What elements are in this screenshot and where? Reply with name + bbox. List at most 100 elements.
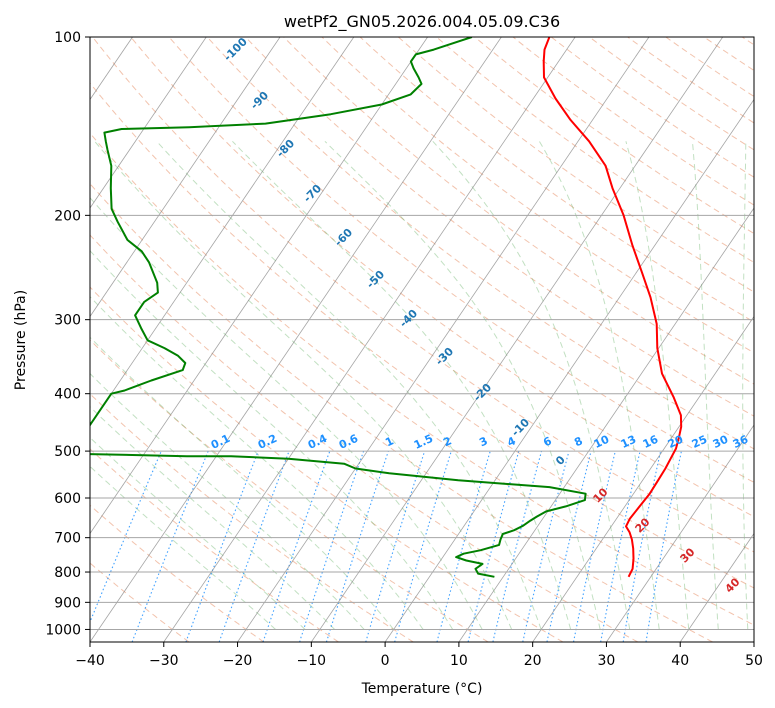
mixing-ratio-line (600, 450, 641, 642)
background-lines (90, 37, 754, 642)
mixing-ratio-label: 20 (666, 433, 686, 451)
isotherm-line (163, 37, 576, 642)
x-tick-label: −30 (149, 653, 179, 669)
mixing-ratio-label: 0.1 (209, 432, 232, 452)
mixing-ratio-line (622, 450, 662, 642)
isotherm-line (458, 207, 754, 642)
moist-adiabat-line (232, 140, 572, 630)
dry-adiabat-label: 0 (553, 453, 568, 468)
mixing-ratio-label: 2 (441, 434, 453, 449)
y-tick-label: 700 (54, 531, 81, 547)
dry-adiabat-label: -90 (248, 89, 271, 112)
isotherm-line (606, 424, 754, 642)
y-tick-label: 900 (54, 595, 81, 611)
moist-adiabat-line (90, 336, 394, 630)
moist-adiabat-label: 10 (591, 485, 611, 505)
dry-adiabat-line (90, 504, 265, 642)
data-series (90, 37, 683, 578)
isotherm-line (90, 37, 428, 535)
mixing-ratio-line (185, 450, 259, 642)
mixing-ratio-label: 0.2 (256, 432, 279, 452)
moist-adiabat-line (625, 141, 690, 630)
mixing-ratio-line (436, 450, 491, 642)
moist-adiabat-line (538, 141, 660, 630)
isotherm-line (384, 98, 754, 642)
isotherm-line (311, 37, 724, 642)
dry-adiabat-line (359, 37, 754, 323)
x-tick-label: 40 (671, 653, 689, 669)
x-axis-ticks: −40 −30 −20 −10 0 10 20 30 40 50 (75, 642, 763, 669)
x-tick-label: 0 (381, 653, 390, 669)
dry-adiabat-line (90, 82, 754, 589)
y-tick-label: 400 (54, 387, 81, 403)
moist-adiabat-line (90, 436, 306, 630)
mixing-ratio-label: 13 (619, 433, 638, 451)
dewpoint-series-line (90, 37, 587, 578)
mixing-ratio-line (572, 450, 616, 642)
x-tick-label: −20 (223, 653, 253, 669)
y-tick-label: 200 (54, 208, 81, 224)
x-tick-label: 50 (745, 653, 763, 669)
x-axis-label: Temperature (°C) (361, 681, 483, 697)
y-tick-label: 500 (54, 444, 81, 460)
dry-adiabat-line (321, 37, 754, 354)
dry-adiabat-line (90, 234, 639, 642)
moist-adiabat-line (90, 250, 454, 630)
mixing-ratio-line (218, 450, 290, 642)
dry-adiabat-line (283, 37, 754, 385)
dry-adiabat-line (90, 286, 564, 642)
dry-adiabat-label: -70 (301, 182, 324, 205)
dry-adiabat-label: -50 (364, 268, 387, 291)
isotherm-line (90, 37, 207, 209)
moist-adiabat-line (90, 295, 424, 630)
moist-adiabat-line (90, 406, 335, 630)
y-tick-label: 100 (54, 30, 81, 46)
dry-adiabat-line (90, 132, 754, 626)
mixing-ratio-line (546, 450, 592, 642)
mixing-ratio-label: 25 (690, 433, 709, 451)
x-tick-label: 10 (450, 653, 468, 669)
y-tick-label: 1000 (45, 622, 81, 638)
isotherm-line (90, 37, 281, 318)
mixing-ratio-label: 30 (711, 433, 731, 451)
x-tick-label: 20 (524, 653, 542, 669)
dry-adiabat-line (512, 37, 754, 206)
isotherm-line (90, 37, 502, 642)
mixing-ratio-label: 16 (641, 433, 661, 451)
mixing-ratio-line (365, 450, 426, 642)
plot-area: -100-90-80-70-60-50-40-30-20-10010203040… (90, 37, 754, 642)
mixing-ratio-line (325, 450, 389, 642)
x-tick-label: −10 (297, 653, 327, 669)
dry-adiabat-line (741, 37, 754, 46)
moist-adiabat-line (324, 140, 601, 630)
dry-adiabat-label: -80 (274, 137, 297, 160)
mixing-ratio-label: 3 (477, 434, 489, 449)
moist-adiabat-line (691, 141, 719, 630)
moist-adiabat-line (90, 372, 365, 630)
mixing-ratio-label: 6 (541, 434, 554, 449)
mixing-ratio-label: 36 (731, 433, 751, 451)
isotherm-line (753, 641, 754, 642)
mixing-ratio-label: 0.4 (306, 432, 329, 452)
mixing-ratio-line (131, 450, 209, 642)
x-tick-label: 30 (598, 653, 616, 669)
plot-frame (89, 36, 755, 643)
moist-adiabat-line (90, 197, 483, 630)
dry-adiabat-line (90, 393, 414, 642)
dry-adiabat-line (130, 37, 754, 518)
mixing-ratio-line (90, 450, 162, 624)
isotherm-line (237, 37, 650, 642)
y-axis-ticks: 100 200 300 400 500 600 700 800 900 1000 (45, 30, 90, 638)
moist-adiabat-line (432, 140, 631, 630)
mixing-ratio-line (467, 450, 520, 642)
dry-adiabat-line (436, 37, 754, 264)
dry-adiabat-line (703, 37, 754, 72)
y-tick-label: 800 (54, 565, 81, 581)
dry-adiabat-line (550, 37, 754, 178)
mixing-ratio-line (492, 450, 543, 642)
y-axis-label: Pressure (hPa) (13, 290, 29, 390)
mixing-ratio-line (299, 450, 365, 642)
mixing-ratio-label: 8 (572, 434, 584, 449)
dry-adiabat-label: -40 (397, 307, 420, 330)
